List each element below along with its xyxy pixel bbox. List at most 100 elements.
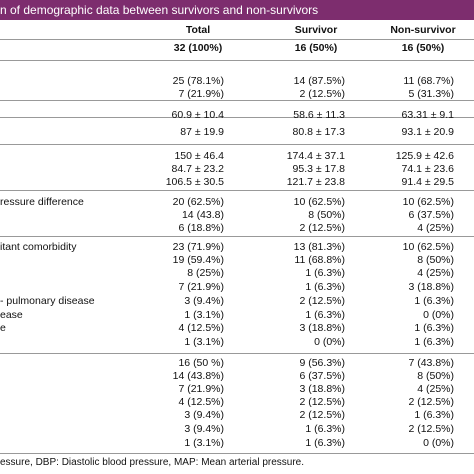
table-row: 7 (21.9%) 2 (12.5%) 5 (31.3%): [0, 88, 474, 101]
count-non-survivor: 16 (50%): [401, 42, 445, 54]
cell-survivor: 9 (56.3%): [299, 357, 345, 369]
table-row: 87 ± 19.9 80.8 ± 17.3 93.1 ± 20.9: [0, 126, 474, 139]
table-row: 7 (21.9%) 3 (18.8%) 4 (25%): [0, 383, 474, 396]
cell-total: 3 (9.4%): [184, 423, 224, 435]
cell-nonsurvivor: 2 (12.5%): [408, 396, 454, 408]
table-row: e 4 (12.5%) 3 (18.8%) 1 (6.3%): [0, 322, 474, 335]
cell-nonsurvivor: 1 (6.3%): [414, 322, 454, 334]
cell-total: 14 (43.8%): [172, 370, 224, 382]
cell-total: 150 ± 46.4: [174, 150, 224, 162]
table-row: 16 (50 %) 9 (56.3%) 7 (43.8%): [0, 357, 474, 370]
cell-nonsurvivor: 4 (25%): [417, 383, 454, 395]
table-row: 150 ± 46.4 174.4 ± 37.1 125.9 ± 42.6: [0, 150, 474, 163]
table-row: 14 (43.8%) 6 (37.5%) 8 (50%): [0, 370, 474, 383]
cell-total: 1 (3.1%): [184, 437, 224, 449]
cell-nonsurvivor: 4 (25%): [417, 222, 454, 234]
group-divider: [0, 117, 474, 118]
table-row: 3 (9.4%) 2 (12.5%) 1 (6.3%): [0, 409, 474, 422]
table-row: 8 (25%) 1 (6.3%) 4 (25%): [0, 267, 474, 280]
table-bottom-rule: [0, 453, 474, 454]
cell-nonsurvivor: 0 (0%): [423, 437, 454, 449]
column-header-total: Total: [185, 24, 211, 36]
cell-survivor: 121.7 ± 23.8: [286, 176, 345, 188]
cell-total: 7 (21.9%): [178, 88, 224, 100]
cell-survivor: 2 (12.5%): [299, 295, 345, 307]
cell-total: 106.5 ± 30.5: [165, 176, 224, 188]
cell-nonsurvivor: 4 (25%): [417, 267, 454, 279]
count-survivor: 16 (50%): [294, 42, 338, 54]
cell-nonsurvivor: 93.1 ± 20.9: [401, 126, 454, 138]
cell-nonsurvivor: 125.9 ± 42.6: [395, 150, 454, 162]
cell-total: 84.7 ± 23.2: [171, 163, 224, 175]
cell-total: 4 (12.5%): [178, 322, 224, 334]
table-row: itant comorbidity 23 (71.9%) 13 (81.3%) 10 …: [0, 241, 474, 254]
cell-nonsurvivor: 11 (68.7%): [403, 75, 454, 87]
cell-nonsurvivor: 10 (62.5%): [402, 196, 454, 208]
cell-survivor: 95.3 ± 17.8: [292, 163, 345, 175]
cell-total: 23 (71.9%): [172, 241, 224, 253]
cell-nonsurvivor: 6 (37.5%): [408, 209, 454, 221]
table-row: 6 (18.8%) 2 (12.5%) 4 (25%): [0, 222, 474, 235]
table-row: 25 (78.1%) 14 (87.5%) 11 (68.7%): [0, 75, 474, 88]
group-divider: [0, 190, 474, 191]
table-title-bar: n of demographic data between survivors …: [0, 0, 474, 20]
footnote: essure, DBP: Diastolic blood pressure, M…: [0, 457, 305, 468]
cell-total: 60.9 ± 10.4: [171, 109, 224, 121]
column-header-survivor: Survivor: [294, 24, 338, 36]
table-row: 19 (59.4%) 11 (68.8%) 8 (50%): [0, 254, 474, 267]
cell-survivor: 1 (6.3%): [305, 309, 345, 321]
cell-survivor: 11 (68.8%): [294, 254, 345, 266]
table-row: 7 (21.9%) 1 (6.3%) 3 (18.8%): [0, 281, 474, 294]
cell-total: 87 ± 19.9: [180, 126, 224, 138]
cell-nonsurvivor: 63.31 ± 9.1: [401, 109, 454, 121]
row-label: ease: [0, 309, 23, 321]
cell-survivor: 2 (12.5%): [299, 222, 345, 234]
table-row: 84.7 ± 23.2 95.3 ± 17.8 74.1 ± 23.6: [0, 163, 474, 176]
cell-survivor: 1 (6.3%): [305, 423, 345, 435]
cell-nonsurvivor: 8 (50%): [417, 254, 454, 266]
cell-total: 3 (9.4%): [184, 295, 224, 307]
cell-nonsurvivor: 10 (62.5%): [402, 241, 454, 253]
table-row: 1 (3.1%) 0 (0%) 1 (6.3%): [0, 336, 474, 349]
cell-total: 19 (59.4%): [172, 254, 224, 266]
cell-nonsurvivor: 91.4 ± 29.5: [401, 176, 454, 188]
cell-survivor: 2 (12.5%): [299, 396, 345, 408]
row-label: ressure difference: [0, 196, 84, 208]
cell-survivor: 2 (12.5%): [299, 409, 345, 421]
row-label: e: [0, 322, 6, 334]
cell-nonsurvivor: 8 (50%): [417, 370, 454, 382]
cell-survivor: 3 (18.8%): [299, 322, 345, 334]
cell-total: 14 (43.8): [181, 209, 224, 221]
cell-nonsurvivor: 1 (6.3%): [414, 409, 454, 421]
cell-total: 1 (3.1%): [184, 336, 224, 348]
cell-survivor: 1 (6.3%): [305, 437, 345, 449]
table-row: - pulmonary disease 3 (9.4%) 2 (12.5%) 1 (6…: [0, 295, 474, 308]
table-row: ressure difference 20 (62.5%) 10 (62.5%) 10…: [0, 196, 474, 209]
group-divider: [0, 100, 474, 101]
cell-total: 25 (78.1%): [172, 75, 224, 87]
table-row: 14 (43.8) 8 (50%) 6 (37.5%): [0, 209, 474, 222]
table-title: n of demographic data between survivors …: [0, 3, 319, 17]
group-divider: [0, 144, 474, 145]
cell-total: 6 (18.8%): [178, 222, 224, 234]
header-rule-top: [0, 39, 474, 40]
row-label: itant comorbidity: [0, 241, 77, 253]
cell-survivor: 6 (37.5%): [299, 370, 345, 382]
group-divider: [0, 353, 474, 354]
cell-nonsurvivor: 0 (0%): [423, 309, 454, 321]
cell-survivor: 10 (62.5%): [293, 196, 345, 208]
cell-total: 7 (21.9%): [178, 383, 224, 395]
cell-total: 1 (3.1%): [184, 309, 224, 321]
cell-survivor: 3 (18.8%): [299, 383, 345, 395]
cell-total: 20 (62.5%): [172, 196, 224, 208]
count-total: 32 (100%): [173, 42, 223, 54]
cell-total: 8 (25%): [187, 267, 224, 279]
cell-total: 7 (21.9%): [178, 281, 224, 293]
cell-survivor: 13 (81.3%): [293, 241, 345, 253]
table-row: 1 (3.1%) 1 (6.3%) 0 (0%): [0, 437, 474, 450]
cell-nonsurvivor: 1 (6.3%): [414, 295, 454, 307]
cell-nonsurvivor: 2 (12.5%): [408, 423, 454, 435]
cell-survivor: 0 (0%): [314, 336, 345, 348]
cell-total: 3 (9.4%): [184, 409, 224, 421]
table-row: ease 1 (3.1%) 1 (6.3%) 0 (0%): [0, 309, 474, 322]
